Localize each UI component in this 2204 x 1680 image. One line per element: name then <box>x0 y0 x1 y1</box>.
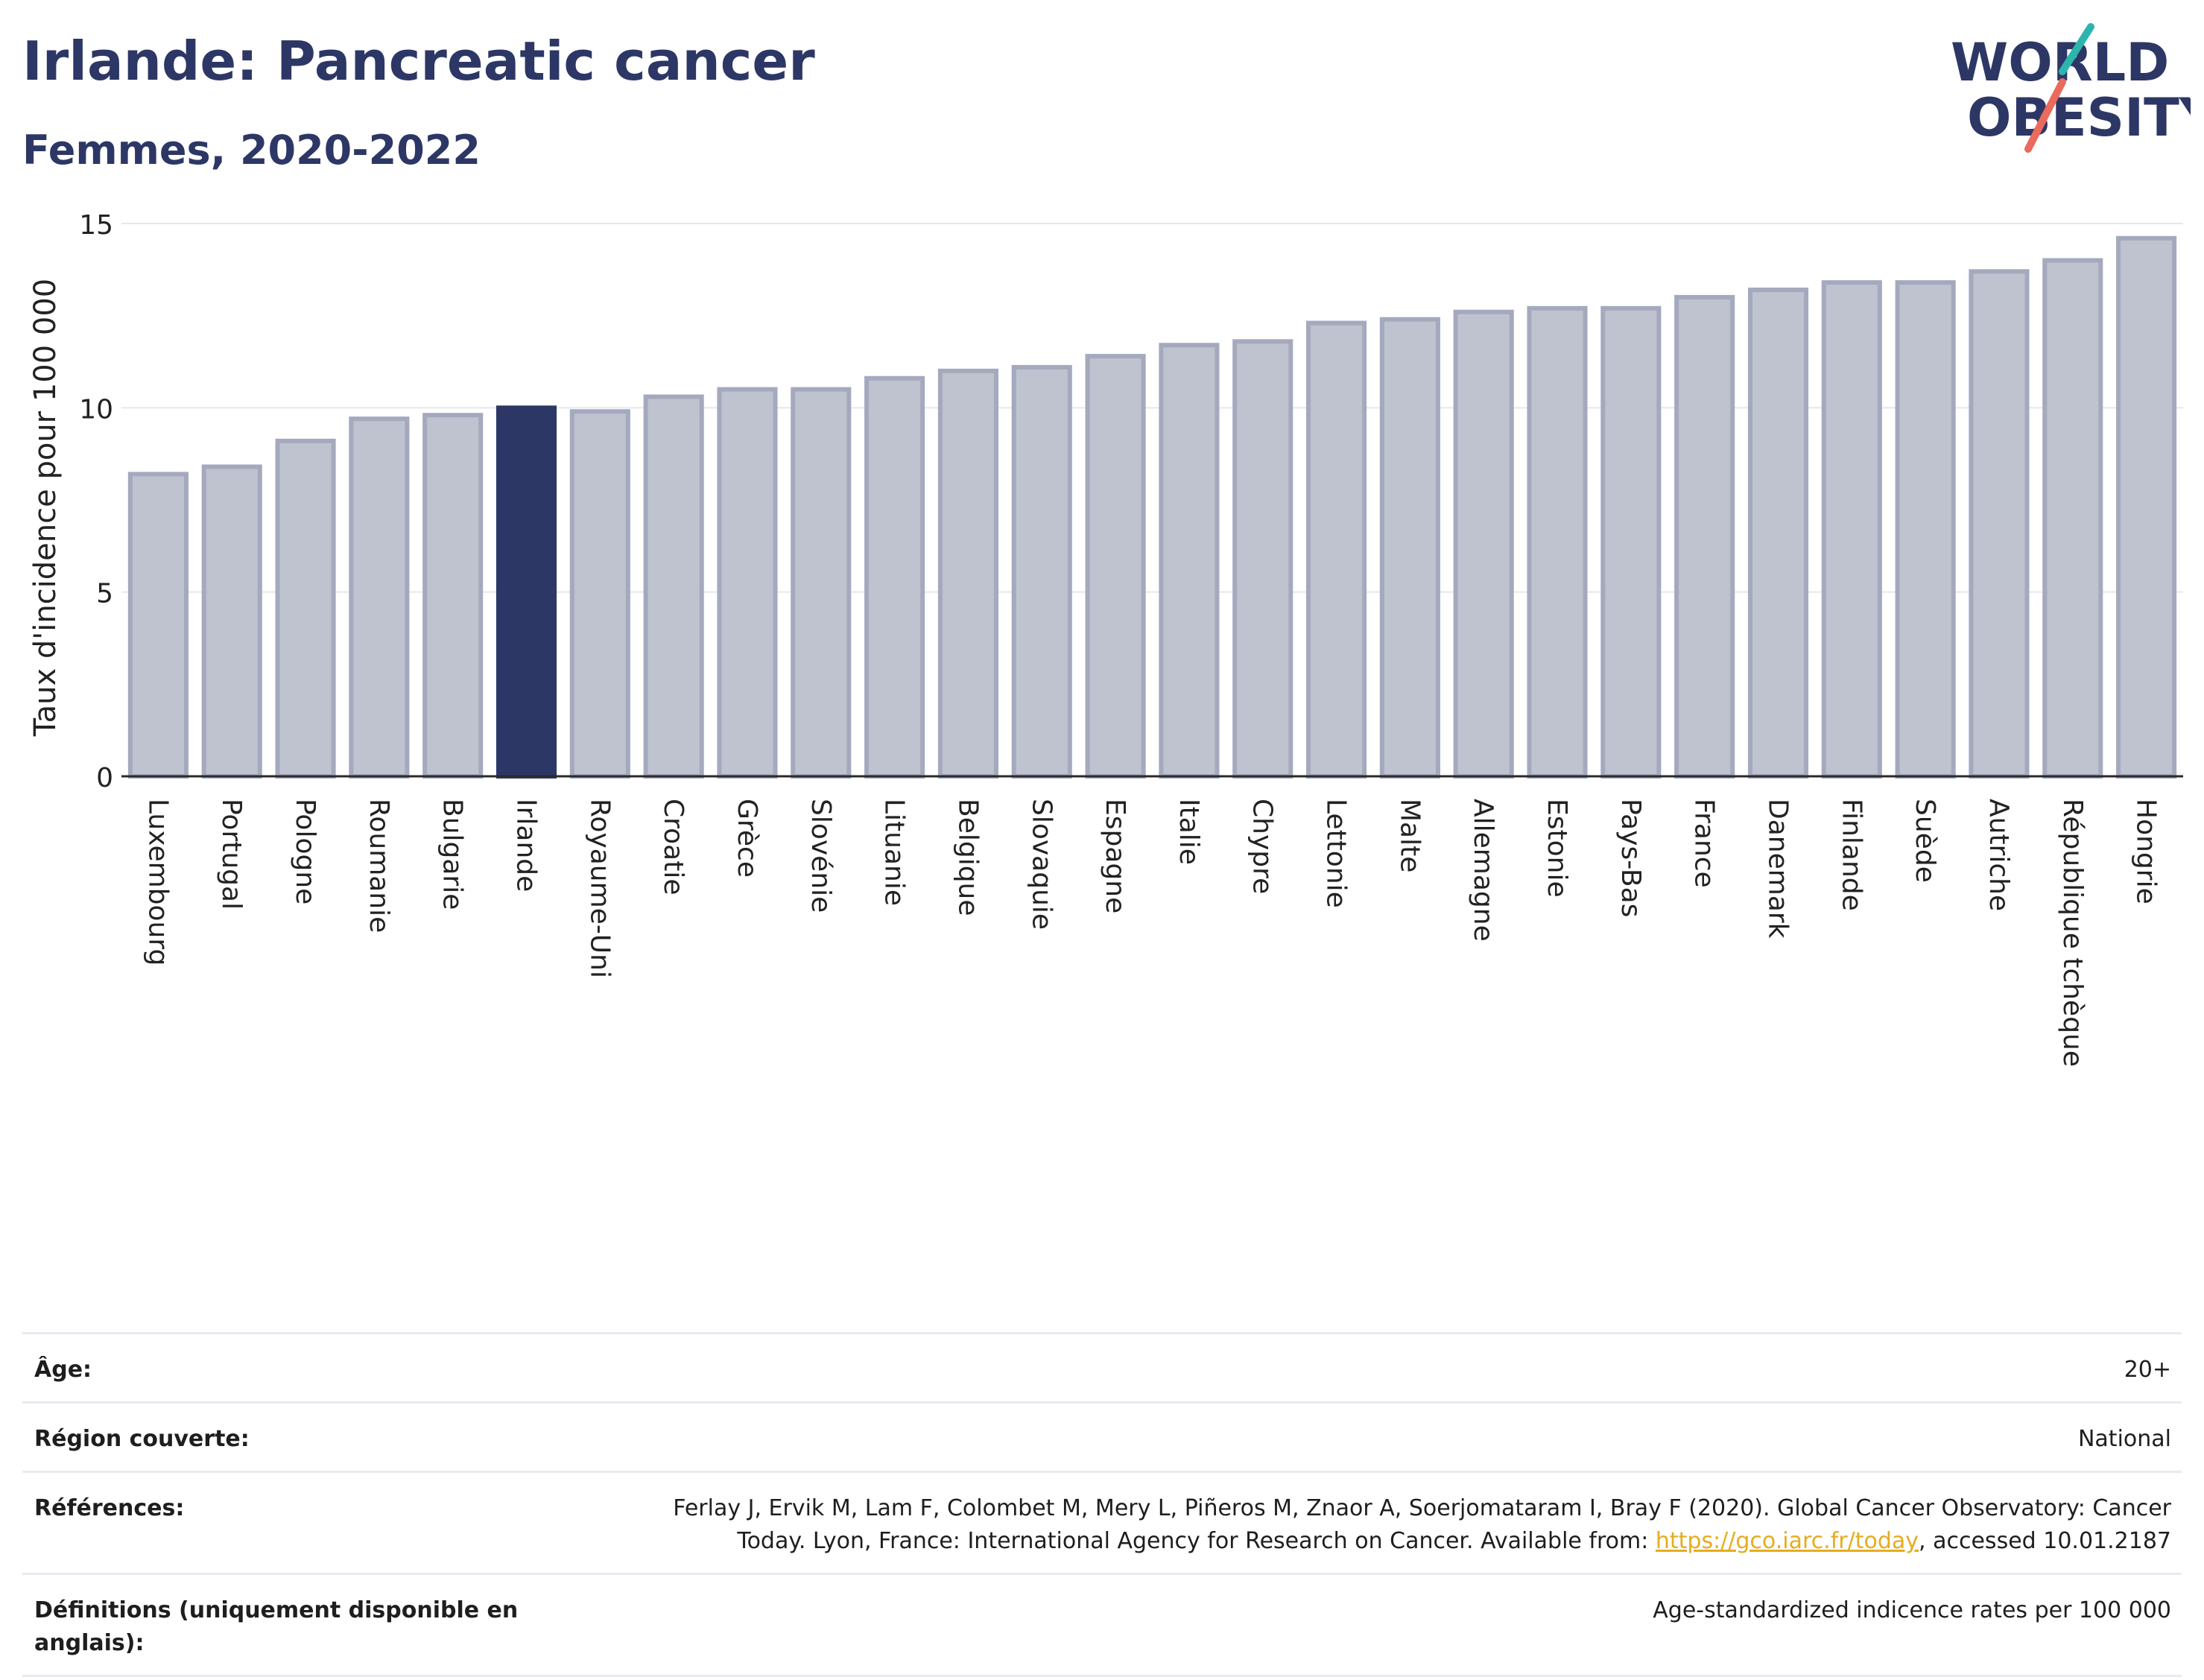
x-tick-label: République tchèque <box>2057 799 2088 1067</box>
x-tick-label: Finlande <box>1836 799 1866 911</box>
x-tick-label: Bulgarie <box>437 799 468 910</box>
bar-croatie <box>643 394 704 779</box>
y-axis-title: Taux d'incidence pour 100 000 <box>28 279 63 737</box>
x-tick-label: Roumanie <box>364 799 394 933</box>
bar-république-tchèque <box>2042 258 2103 779</box>
bar-pologne <box>275 438 336 779</box>
definitions-value: Age-standardized indicence rates per 100… <box>1653 1597 2171 1623</box>
bar-irlande <box>495 405 557 779</box>
bar-estonie <box>1527 305 1588 779</box>
x-tick-label: Suède <box>1910 799 1940 883</box>
x-tick-label: Danemark <box>1762 799 1793 939</box>
references-suffix: , accessed 10.01.2187 <box>1919 1528 2171 1554</box>
world-obesity-logo: WORLD OBESITY <box>1951 23 2191 153</box>
bar-pays-bas <box>1600 305 1662 779</box>
bar-allemagne <box>1453 309 1514 779</box>
bar-italie <box>1159 343 1220 779</box>
bar-portugal <box>201 464 262 779</box>
references-label: Références: <box>34 1495 185 1521</box>
meta-row-region: Région couverte: National <box>22 1401 2182 1471</box>
x-tick-label: France <box>1689 799 1720 888</box>
meta-row-age: Âge: 20+ <box>22 1332 2182 1401</box>
bar-royaume-uni <box>569 409 630 779</box>
bar-lettonie <box>1306 320 1367 779</box>
x-tick-label: Estonie <box>1542 799 1572 898</box>
y-tick-label: 5 <box>96 579 113 609</box>
bar-lituanie <box>864 375 925 779</box>
bar-malte <box>1379 317 1440 779</box>
bar-finlande <box>1821 280 1882 779</box>
region-label: Région couverte: <box>34 1426 250 1452</box>
x-tick-label: Autriche <box>1983 799 2014 911</box>
x-tick-label: Espagne <box>1100 799 1130 913</box>
region-value: National <box>2077 1426 2171 1452</box>
references-text: Ferlay J, Ervik M, Lam F, Colombet M, Me… <box>673 1495 2171 1554</box>
logo-slash-coral <box>2024 78 2066 153</box>
bar-suède <box>1895 280 1956 779</box>
bar-belgique <box>937 368 998 779</box>
x-tick-label: Irlande <box>511 799 542 892</box>
bar-luxembourg <box>127 472 189 779</box>
y-tick-label: 10 <box>79 394 113 425</box>
x-tick-label: Portugal <box>216 799 247 910</box>
metadata-table: Âge: 20+ Région couverte: National Référ… <box>22 1332 2182 1677</box>
meta-row-references: Références: Ferlay J, Ervik M, Lam F, Co… <box>22 1471 2182 1573</box>
bar-grèce <box>717 387 778 779</box>
bar-slovénie <box>791 387 852 779</box>
bar-hongrie <box>2116 235 2177 779</box>
bar-danemark <box>1747 288 1809 779</box>
x-tick-label: Italie <box>1174 799 1204 865</box>
page-title: Irlande: Pancreatic cancer <box>22 30 815 92</box>
x-tick-label: Chypre <box>1247 799 1278 894</box>
bar-chart: 0 5 10 15 Taux d'incidence pour 100 000 Luxem… <box>28 210 2183 1067</box>
logo-slash-teal <box>2059 23 2094 75</box>
x-tick-label: Belgique <box>952 799 983 916</box>
definitions-label: Définitions (uniquement disponible en an… <box>34 1597 519 1656</box>
age-label: Âge: <box>34 1357 92 1383</box>
x-tick-label: Lituanie <box>879 799 910 906</box>
x-tick-label: Pologne <box>290 799 320 904</box>
page-subtitle: Femmes, 2020-2022 <box>22 127 481 174</box>
x-tick-label: Pays-Bas <box>1615 799 1646 917</box>
bar-france <box>1674 294 1735 779</box>
x-tick-label: Malte <box>1394 799 1425 872</box>
y-tick-label: 0 <box>96 763 113 793</box>
meta-row-definitions: Définitions (uniquement disponible en an… <box>22 1573 2182 1677</box>
x-tick-label: Luxembourg <box>142 799 173 966</box>
x-tick-label: Hongrie <box>2131 799 2162 904</box>
x-tick-label: Croatie <box>658 799 688 896</box>
references-link[interactable]: https://gco.iarc.fr/today <box>1655 1528 1919 1554</box>
x-tick-label: Grèce <box>732 799 762 878</box>
bar-espagne <box>1085 354 1146 779</box>
logo-word-obesity: OBESITY <box>1967 87 2191 148</box>
x-tick-label: Royaume-Uni <box>584 799 615 978</box>
bar-chypre <box>1232 339 1293 779</box>
bar-bulgarie <box>422 413 484 779</box>
x-tick-label: Slovaquie <box>1026 799 1057 930</box>
y-tick-label: 15 <box>79 210 113 241</box>
bar-autriche <box>1969 269 2030 779</box>
bar-roumanie <box>349 416 410 779</box>
bar-slovaquie <box>1011 364 1072 779</box>
x-tick-label: Allemagne <box>1468 799 1498 942</box>
x-tick-label: Lettonie <box>1321 799 1352 908</box>
references-value: Ferlay J, Ervik M, Lam F, Colombet M, Me… <box>607 1492 2171 1558</box>
x-tick-label: Slovénie <box>805 799 836 913</box>
age-value: 20+ <box>2124 1357 2171 1383</box>
